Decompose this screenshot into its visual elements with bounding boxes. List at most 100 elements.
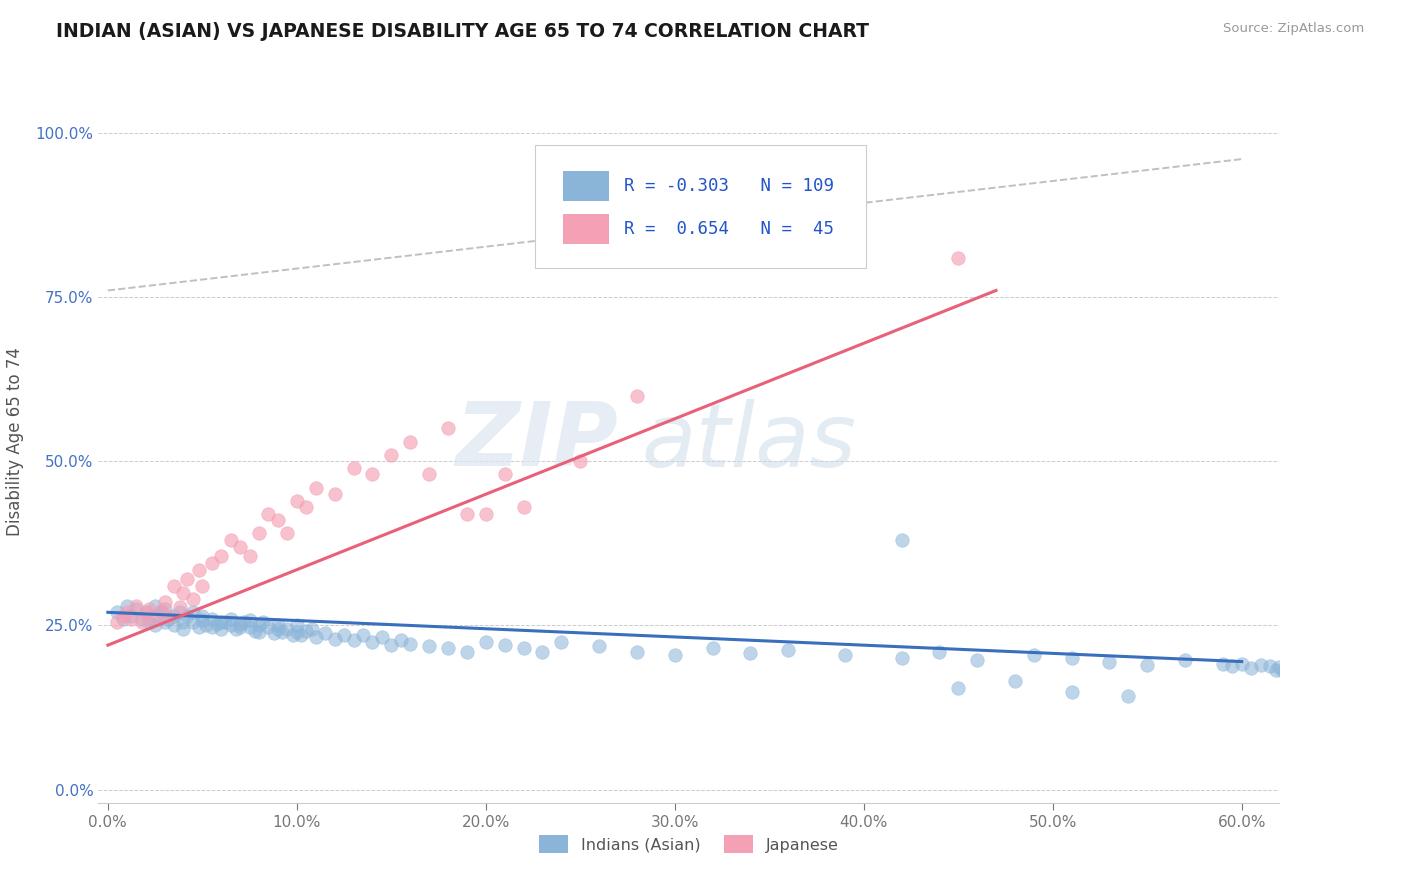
Point xyxy=(333,627,356,641)
Point xyxy=(512,500,534,515)
Point xyxy=(207,617,229,632)
Point xyxy=(131,612,153,626)
Point xyxy=(172,622,194,636)
Point xyxy=(225,622,247,636)
Point xyxy=(153,595,176,609)
Point xyxy=(181,592,204,607)
Point xyxy=(143,618,166,632)
Point xyxy=(276,622,298,636)
Point xyxy=(105,605,128,619)
Point xyxy=(153,602,176,616)
Point xyxy=(314,626,336,640)
Point xyxy=(125,602,148,616)
Point xyxy=(239,549,262,564)
Point xyxy=(247,526,270,541)
Point xyxy=(111,612,134,626)
Point xyxy=(191,613,214,627)
Point xyxy=(163,579,186,593)
Point xyxy=(172,585,194,599)
Point xyxy=(342,460,364,475)
Point xyxy=(201,620,224,634)
Point xyxy=(1268,660,1291,674)
Point xyxy=(569,454,592,468)
Point xyxy=(702,641,724,656)
Point xyxy=(1022,648,1045,662)
Point xyxy=(115,599,138,613)
Point xyxy=(125,599,148,613)
Point xyxy=(371,630,394,644)
Point xyxy=(195,618,218,632)
Point xyxy=(201,612,224,626)
Point xyxy=(456,507,478,521)
Point xyxy=(176,573,198,587)
Point xyxy=(1230,657,1253,671)
Point xyxy=(890,651,912,665)
Point xyxy=(1060,685,1083,699)
Point xyxy=(380,638,402,652)
FancyBboxPatch shape xyxy=(562,214,609,244)
Point xyxy=(1258,659,1281,673)
Point xyxy=(135,607,157,621)
Point xyxy=(138,615,160,630)
Point xyxy=(305,481,328,495)
Point xyxy=(1212,657,1234,671)
Point xyxy=(267,618,290,632)
Point xyxy=(1264,663,1286,677)
Point xyxy=(153,615,176,630)
Point xyxy=(301,622,323,636)
Point xyxy=(247,625,270,640)
Point xyxy=(1220,659,1243,673)
Point xyxy=(1284,665,1306,680)
Point xyxy=(1250,657,1272,672)
Point xyxy=(626,645,648,659)
Point xyxy=(1240,661,1263,675)
Point xyxy=(149,605,172,619)
Point xyxy=(1278,661,1301,675)
Point xyxy=(550,635,572,649)
Point xyxy=(588,640,610,654)
Point xyxy=(475,507,498,521)
Point xyxy=(1174,652,1197,666)
Point xyxy=(105,615,128,630)
Point xyxy=(239,620,262,634)
Point xyxy=(143,608,166,623)
Point xyxy=(948,681,970,695)
Point xyxy=(740,646,762,660)
Point xyxy=(276,526,298,541)
Point xyxy=(143,612,166,626)
Point xyxy=(263,626,285,640)
Point xyxy=(437,421,460,435)
Point xyxy=(399,637,422,651)
Point xyxy=(281,628,304,642)
Point xyxy=(232,615,254,630)
Point xyxy=(267,513,290,527)
Text: ZIP: ZIP xyxy=(456,398,619,485)
Point xyxy=(352,628,374,642)
Point xyxy=(285,625,308,640)
Point xyxy=(361,467,384,482)
Point xyxy=(191,608,214,623)
Point xyxy=(323,632,346,646)
Point xyxy=(169,600,191,615)
Text: atlas: atlas xyxy=(641,399,856,484)
Point xyxy=(531,645,554,659)
Point xyxy=(948,251,970,265)
Point xyxy=(191,579,214,593)
Point xyxy=(437,641,460,656)
Point xyxy=(157,608,180,623)
Text: R =  0.654   N =  45: R = 0.654 N = 45 xyxy=(624,220,834,238)
Point xyxy=(890,533,912,547)
Text: INDIAN (ASIAN) VS JAPANESE DISABILITY AGE 65 TO 74 CORRELATION CHART: INDIAN (ASIAN) VS JAPANESE DISABILITY AG… xyxy=(56,22,869,41)
Point xyxy=(209,622,232,636)
Point xyxy=(120,612,142,626)
Point xyxy=(120,608,142,623)
Point xyxy=(252,615,274,630)
Point xyxy=(361,635,384,649)
Point xyxy=(1116,690,1139,704)
Point xyxy=(219,618,242,632)
Point xyxy=(305,630,328,644)
Point xyxy=(257,620,280,634)
Point xyxy=(285,493,308,508)
Point xyxy=(389,632,412,647)
Legend: Indians (Asian), Japanese: Indians (Asian), Japanese xyxy=(533,829,845,860)
